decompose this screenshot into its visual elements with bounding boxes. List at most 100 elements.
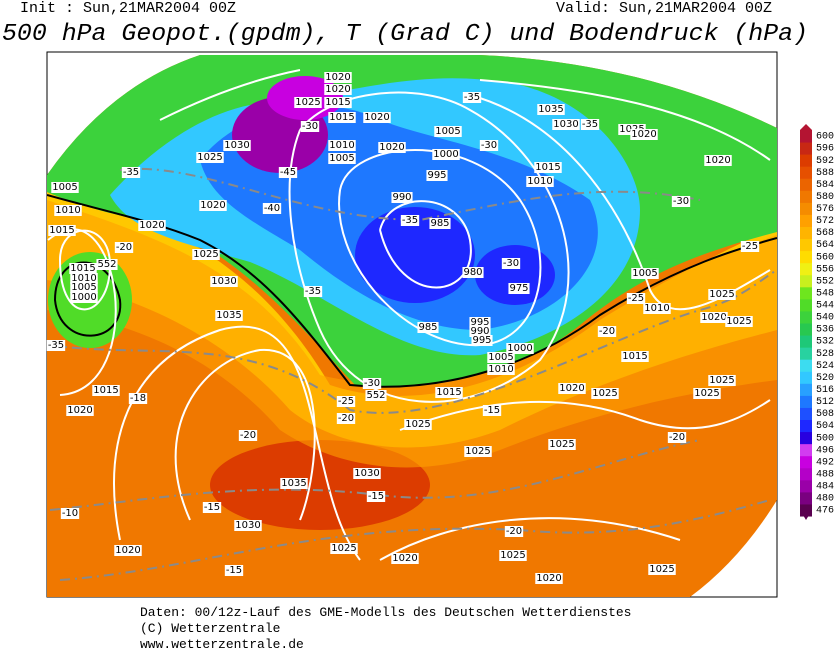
colorbar-swatch	[800, 335, 812, 348]
isobar-label-box	[294, 97, 322, 108]
isobar-label-box	[54, 205, 82, 216]
colorbar-swatch	[800, 347, 812, 360]
valid-time: Valid: Sun,21MAR2004 00Z	[556, 0, 772, 17]
isobar-label: 1030	[211, 276, 236, 287]
isobar-label: 1025	[331, 543, 356, 554]
isobar-label: 1020	[559, 383, 584, 394]
temperature-label-box	[278, 167, 298, 178]
colorbar-swatch	[800, 226, 812, 240]
isobar-label: 1015	[535, 162, 560, 173]
temperature-label-box	[671, 196, 691, 207]
colorbar-swatch	[800, 274, 812, 288]
temperature-label: -18	[130, 393, 146, 404]
height-label: 552	[366, 390, 385, 401]
colorbar-swatch	[800, 286, 812, 300]
isobar-label-box	[353, 468, 381, 479]
isobar-label: 1000	[71, 292, 96, 303]
isobar-label: 1000	[507, 343, 532, 354]
isobar-label: 1010	[71, 273, 96, 284]
isobar-label-box	[51, 182, 79, 193]
temperature-label-box	[262, 203, 282, 214]
colorbar-swatch	[800, 129, 812, 143]
colorbar-swatch	[800, 310, 812, 324]
temperature-label-box	[597, 326, 617, 337]
temperature-label: -10	[62, 508, 78, 519]
isobar-label: 1025	[500, 550, 525, 561]
colorbar-swatch	[800, 383, 812, 396]
colorbar-tick-label: 516	[816, 385, 834, 396]
temperature-label: -30	[673, 196, 689, 207]
height-label: 552	[97, 259, 116, 270]
isobar-label-box	[725, 316, 753, 327]
isobar-label-box	[196, 152, 224, 163]
isobar-label: 1005	[52, 182, 77, 193]
temperature-label-box	[482, 405, 502, 416]
temperature-label-box	[202, 502, 222, 513]
isobar-label: 1025	[694, 388, 719, 399]
colorbar-tick-label: 496	[816, 445, 834, 456]
isobar-label: 1025	[405, 419, 430, 430]
isobar-label: 1025	[726, 316, 751, 327]
isobar-label-box	[631, 268, 659, 279]
colorbar-tick-label: 564	[816, 240, 834, 251]
isobar-label-box	[435, 387, 463, 398]
low-core	[475, 245, 555, 305]
isobar-label-box	[434, 126, 462, 137]
temperature-label: -15	[204, 502, 220, 513]
isobar-label-box	[391, 192, 413, 203]
temperature-label-box	[300, 121, 320, 132]
isobar-label: 1020	[139, 220, 164, 231]
isobar-label: 1020	[325, 84, 350, 95]
isobar-label-box	[487, 364, 515, 375]
isobar-label-box	[215, 310, 243, 321]
isobar-label-box	[708, 289, 736, 300]
temperature-label: -20	[599, 326, 615, 337]
isobar-label: 1035	[216, 310, 241, 321]
isobar-label-box	[324, 84, 352, 95]
colorbar-swatch	[800, 262, 812, 276]
colorbar-swatch	[800, 443, 812, 457]
colorbar-swatch	[800, 142, 812, 155]
colorbar-tick-label: 484	[816, 482, 834, 493]
height-label-box	[365, 390, 387, 401]
isobar-label: 985	[418, 322, 437, 333]
temperature-label: -35	[48, 340, 64, 351]
temperature-label: -35	[464, 92, 480, 103]
colorbar-tick-label: 588	[816, 168, 834, 179]
colorbar-tick-label: 548	[816, 288, 834, 299]
isobar-label-box	[210, 276, 238, 287]
isobar-label-box	[432, 149, 460, 160]
isobar-label-box	[324, 97, 352, 108]
isobar-label-box	[552, 119, 580, 130]
isobar-label: 1005	[71, 282, 96, 293]
isobar-label-box	[66, 405, 94, 416]
temperature-label-box	[46, 340, 66, 351]
colorbar-tick-label: 508	[816, 409, 834, 420]
isobar-label-box	[548, 439, 576, 450]
height-label-box	[96, 259, 118, 270]
colorbar-swatch	[800, 371, 812, 384]
isobar-label: 1030	[553, 119, 578, 130]
temperature-label: -45	[280, 167, 296, 178]
temperature-label-box	[114, 242, 134, 253]
colorbar-tick-label: 480	[816, 494, 834, 505]
isobar-label: 995	[427, 170, 446, 181]
contour-552	[47, 194, 777, 388]
temperature-label-box	[121, 167, 141, 178]
colorbar-tick-label: 500	[816, 433, 834, 444]
isobar-label-box	[378, 142, 406, 153]
colorbar-tick-label: 568	[816, 228, 834, 239]
isobar-label: 1000	[433, 149, 458, 160]
isobar-label-box	[464, 446, 492, 457]
isobar-label-box	[534, 162, 562, 173]
isobar-label: 1020	[392, 553, 417, 564]
temperature-label: -20	[116, 242, 132, 253]
isobar-label-box	[537, 104, 565, 115]
isobar-label: 1015	[93, 385, 118, 396]
temperature-label: -40	[264, 203, 280, 214]
colorbar-tick-label: 532	[816, 337, 834, 348]
temperature-label-box	[740, 241, 760, 252]
colorbar-tick-label: 572	[816, 216, 834, 227]
colorbar-tick-label: 576	[816, 204, 834, 215]
